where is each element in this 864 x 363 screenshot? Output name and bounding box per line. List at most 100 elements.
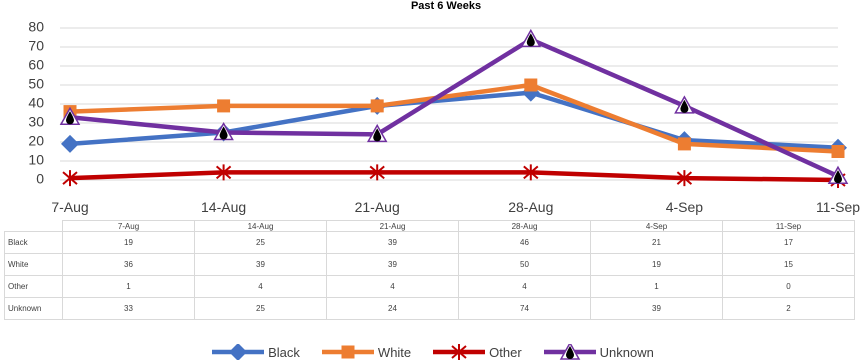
x-tick-label: 21-Aug (355, 199, 400, 215)
x-tick-label: 11-Sep (816, 199, 860, 215)
legend-label: Other (489, 344, 522, 360)
series-line-other (69, 170, 839, 183)
x-tick-label: 28-Aug (508, 199, 553, 215)
data-table-row-label: Other (4, 275, 63, 298)
data-point-other (215, 164, 232, 181)
legend-item-unknown: Unknown (542, 344, 654, 360)
data-table-column-header: 28-Aug (458, 220, 591, 232)
data-table-column-header: 7-Aug (62, 220, 195, 232)
data-table-cell: 36 (62, 253, 195, 276)
data-table-cell: 0 (722, 275, 855, 298)
data-point-black (61, 134, 79, 153)
data-point-other (523, 164, 539, 181)
data-table-cell: 4 (326, 275, 459, 298)
y-tick-label: 30 (28, 114, 44, 130)
y-tick-label: 70 (28, 38, 44, 54)
legend-marker-other (451, 344, 467, 360)
data-table-cell: 24 (326, 297, 459, 320)
data-table-body: Black 19 25 39 46 21 17 White 36 39 39 50 19 15 Other 1… (4, 231, 855, 320)
data-table-column-header: 14-Aug (194, 220, 327, 232)
y-axis-tick-labels: 0 10 20 30 40 50 60 70 80 (28, 19, 44, 187)
data-table-cell: 39 (326, 231, 459, 254)
data-table-row: Black 19 25 39 46 21 17 (4, 231, 855, 254)
x-tick-label: 14-Aug (201, 199, 246, 215)
series-unknown (59, 28, 849, 184)
legend-marker-unknown (559, 344, 580, 360)
data-table-cell: 17 (722, 231, 855, 254)
y-tick-label: 0 (36, 171, 44, 187)
data-table-cell: 4 (194, 275, 327, 298)
data-table-cell: 50 (458, 253, 591, 276)
legend-swatch-black (212, 344, 265, 360)
series-line-white (69, 82, 839, 154)
y-tick-label: 20 (28, 133, 44, 149)
legend-item-other: Other (431, 344, 522, 360)
x-tick-label: 7-Aug (51, 199, 88, 215)
data-table-cell: 33 (62, 297, 195, 320)
data-table-column-header: 4-Sep (590, 220, 723, 232)
data-table-cell: 19 (62, 231, 195, 254)
data-table-corner (4, 220, 63, 232)
series-other (62, 164, 846, 188)
legend-marker-black (229, 344, 248, 360)
data-point-other (676, 170, 693, 187)
legend-swatch-unknown (543, 344, 596, 360)
data-point-unknown (59, 106, 81, 126)
series-lines (59, 28, 849, 188)
data-point-white (677, 137, 691, 151)
data-table-cell: 39 (590, 297, 723, 320)
data-table-cell: 1 (590, 275, 723, 298)
data-table-cell: 4 (458, 275, 591, 298)
data-table-cell: 39 (194, 253, 327, 276)
x-axis-tick-labels: 7-Aug 14-Aug 21-Aug 28-Aug 4-Sep 11-Sep (51, 199, 860, 215)
data-table-row: Other 1 4 4 4 1 0 (4, 275, 855, 298)
y-tick-label: 10 (28, 152, 44, 168)
data-table-cell: 25 (194, 231, 327, 254)
legend-label: Unknown (599, 344, 654, 360)
y-tick-label: 40 (28, 95, 44, 111)
data-point-unknown (366, 123, 388, 143)
data-table-cell: 46 (458, 231, 591, 254)
data-table-row-label: Unknown (4, 297, 63, 320)
data-table-cell: 2 (722, 297, 855, 320)
data-point-white (831, 145, 845, 158)
data-table: 7-Aug 14-Aug 21-Aug 28-Aug 4-Sep 11-Sep Black… (4, 220, 855, 320)
data-table-cell: 1 (62, 275, 195, 298)
legend-swatch-other (433, 344, 486, 360)
chart-legend: Black White Other Unknown (0, 344, 864, 360)
legend-item-white: White (320, 344, 411, 360)
legend-item-black: Black (210, 344, 300, 360)
legend-label: Black (268, 344, 300, 360)
data-table-cell: 39 (326, 253, 459, 276)
series-line-unknown (69, 37, 839, 179)
data-point-unknown (520, 28, 542, 48)
data-point-white (524, 78, 538, 92)
y-tick-label: 60 (28, 57, 44, 73)
data-table-column-header: 21-Aug (326, 220, 459, 232)
data-table-cell: 25 (194, 297, 327, 320)
data-table-row: Unknown 33 25 24 74 39 2 (4, 297, 855, 320)
data-table-header-row: 7-Aug 14-Aug 21-Aug 28-Aug 4-Sep 11-Sep (4, 220, 855, 232)
gridlines (60, 27, 838, 181)
data-table-row: White 36 39 39 50 19 15 (4, 253, 855, 276)
data-table-cell: 15 (722, 253, 855, 276)
data-table-cell: 21 (590, 231, 723, 254)
data-point-other (369, 164, 385, 181)
legend-label: White (377, 344, 412, 360)
data-point-white (217, 99, 231, 113)
data-point-unknown (674, 95, 695, 114)
y-tick-label: 50 (28, 76, 44, 92)
data-table-row-label: Black (4, 231, 63, 254)
data-table-row-label: White (4, 253, 63, 276)
data-table-cell: 19 (590, 253, 723, 276)
x-tick-label: 4-Sep (666, 199, 704, 215)
legend-marker-white (341, 345, 355, 359)
series-white (63, 78, 845, 158)
y-tick-label: 80 (28, 19, 44, 35)
data-point-unknown (827, 165, 849, 184)
data-point-white (370, 99, 384, 113)
data-table-column-header: 11-Sep (722, 220, 855, 232)
data-table-cell: 74 (458, 297, 591, 320)
data-point-other (62, 170, 78, 187)
